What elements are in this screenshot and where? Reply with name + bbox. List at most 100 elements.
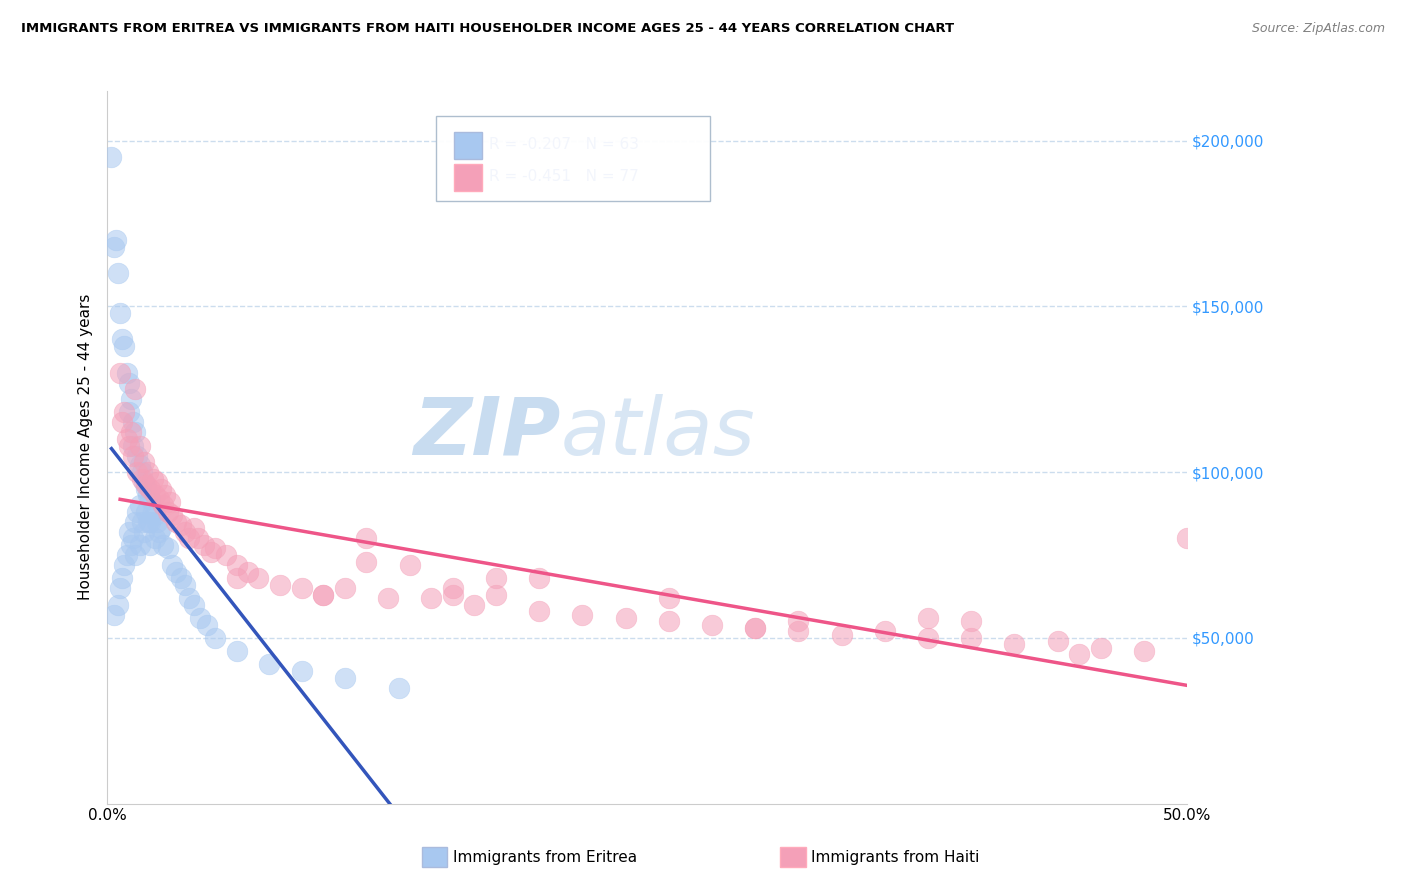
- Point: [160, 558, 183, 572]
- Point: [193, 538, 215, 552]
- Point: [179, 532, 201, 546]
- Point: [132, 455, 155, 469]
- Point: [873, 624, 896, 639]
- Point: [114, 339, 136, 353]
- Point: [831, 627, 853, 641]
- Point: [960, 631, 983, 645]
- Point: [700, 617, 723, 632]
- Point: [131, 515, 153, 529]
- Point: [150, 482, 173, 496]
- Point: [108, 366, 131, 380]
- Point: [139, 538, 162, 552]
- Point: [107, 266, 129, 280]
- Text: Immigrants from Eritrea: Immigrants from Eritrea: [453, 850, 637, 864]
- Point: [131, 465, 153, 479]
- Point: [333, 671, 356, 685]
- Point: [787, 614, 810, 628]
- Point: [1046, 634, 1069, 648]
- Point: [150, 521, 173, 535]
- Point: [169, 571, 191, 585]
- Point: [124, 382, 146, 396]
- Point: [136, 465, 159, 479]
- Point: [744, 621, 766, 635]
- Point: [614, 611, 637, 625]
- Point: [128, 498, 150, 512]
- Text: R = -0.451   N = 77: R = -0.451 N = 77: [489, 169, 640, 185]
- Point: [118, 376, 141, 390]
- Point: [290, 581, 312, 595]
- Point: [257, 657, 280, 672]
- Point: [108, 581, 131, 595]
- Point: [247, 571, 270, 585]
- Point: [571, 607, 593, 622]
- Point: [187, 532, 209, 546]
- Point: [225, 644, 247, 658]
- Point: [118, 524, 141, 539]
- Point: [127, 449, 149, 463]
- Point: [128, 439, 150, 453]
- Point: [148, 524, 170, 539]
- Point: [269, 578, 291, 592]
- Point: [1002, 638, 1025, 652]
- Point: [183, 598, 205, 612]
- Point: [441, 588, 464, 602]
- Point: [135, 482, 157, 496]
- Point: [333, 581, 356, 595]
- Point: [463, 598, 485, 612]
- Point: [658, 614, 681, 628]
- Point: [118, 439, 141, 453]
- Text: Immigrants from Haiti: Immigrants from Haiti: [811, 850, 980, 864]
- Point: [120, 538, 142, 552]
- Point: [127, 505, 149, 519]
- Point: [124, 425, 146, 440]
- Point: [420, 591, 443, 605]
- Point: [136, 488, 159, 502]
- Text: IMMIGRANTS FROM ERITREA VS IMMIGRANTS FROM HAITI HOUSEHOLDER INCOME AGES 25 - 44: IMMIGRANTS FROM ERITREA VS IMMIGRANTS FR…: [21, 22, 955, 36]
- Point: [135, 478, 157, 492]
- Point: [290, 664, 312, 678]
- Point: [124, 515, 146, 529]
- Point: [108, 306, 131, 320]
- Point: [152, 538, 174, 552]
- Point: [139, 515, 162, 529]
- Point: [183, 521, 205, 535]
- Point: [356, 555, 378, 569]
- Point: [917, 611, 939, 625]
- Point: [165, 515, 187, 529]
- Point: [787, 624, 810, 639]
- Point: [103, 240, 125, 254]
- Point: [156, 505, 179, 519]
- Point: [377, 591, 399, 605]
- Point: [179, 591, 201, 605]
- Point: [122, 449, 145, 463]
- Point: [141, 505, 163, 519]
- Point: [146, 475, 169, 489]
- Point: [1175, 532, 1198, 546]
- Point: [122, 415, 145, 429]
- Point: [160, 508, 183, 523]
- Point: [155, 488, 177, 502]
- Point: [225, 571, 247, 585]
- Point: [115, 432, 138, 446]
- Point: [148, 491, 170, 506]
- Text: ZIP: ZIP: [413, 394, 561, 472]
- Point: [122, 532, 145, 546]
- Point: [124, 548, 146, 562]
- Point: [485, 571, 508, 585]
- Point: [143, 488, 166, 502]
- Point: [118, 405, 141, 419]
- Point: [398, 558, 420, 572]
- Point: [136, 515, 159, 529]
- Point: [132, 524, 155, 539]
- Point: [143, 532, 166, 546]
- Point: [114, 405, 136, 419]
- Point: [111, 333, 134, 347]
- Point: [107, 598, 129, 612]
- Point: [204, 541, 226, 556]
- Point: [120, 392, 142, 406]
- Point: [169, 518, 191, 533]
- Point: [658, 591, 681, 605]
- Point: [1133, 644, 1156, 658]
- Point: [128, 538, 150, 552]
- Point: [115, 366, 138, 380]
